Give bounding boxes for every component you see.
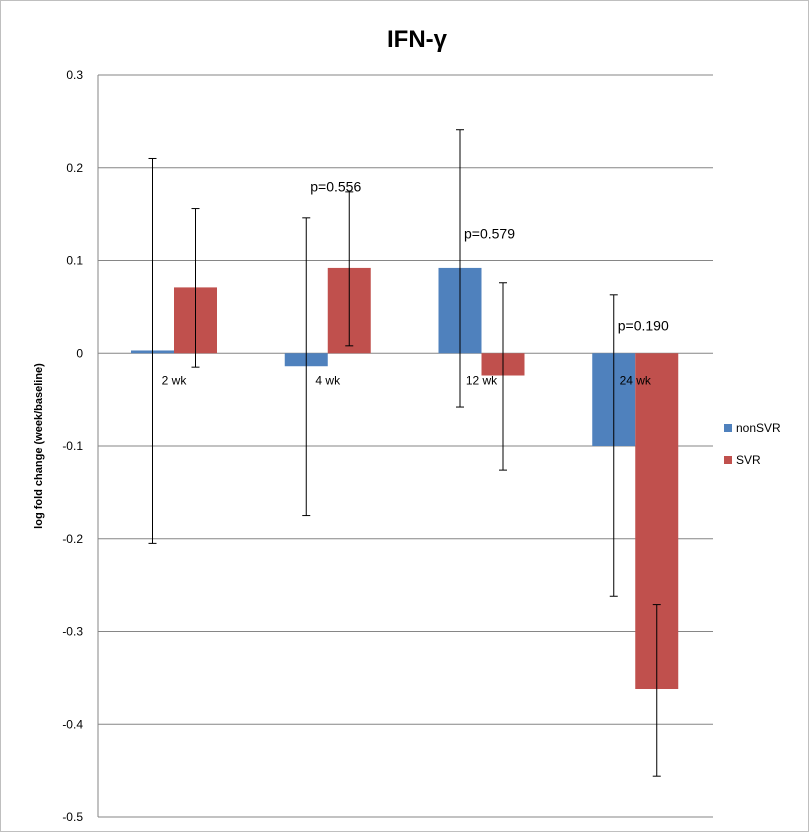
gridlines [97,74,713,818]
p-value-annotation: p=0.579 [464,226,515,242]
legend: nonSVR SVR [724,421,781,467]
y-tick-label: -0.1 [62,439,83,453]
y-tick-label: 0.2 [66,161,83,175]
y-tick-label: 0.1 [66,254,83,268]
x-category-label: 12 wk [466,373,498,387]
legend-label-nonSVR: nonSVR [736,421,781,435]
labels: 0.3 0.2 0.1 0 -0.1 -0.2 -0.3 -0.4 -0.5 2 wk 4 wk 12… [62,68,669,824]
legend-label-SVR: SVR [736,453,761,467]
y-tick-label: 0 [76,346,83,360]
y-tick-label: -0.5 [62,810,83,824]
chart-title: IFN-γ [387,26,448,53]
y-axis-label: log fold change (week/baseline) [33,363,45,529]
p-value-annotation: p=0.190 [618,317,669,333]
y-tick-label: 0.3 [66,68,83,82]
y-tick-label: -0.3 [62,625,83,639]
x-category-label: 24 wk [620,373,652,387]
y-tick-label: -0.2 [62,532,83,546]
x-category-label: 4 wk [315,373,341,387]
legend-swatch-nonSVR [724,424,732,432]
error-bars [148,129,661,777]
legend-swatch-SVR [724,456,732,464]
y-tick-label: -0.4 [62,717,83,731]
bars [131,267,679,690]
p-value-annotation: p=0.556 [310,178,361,194]
x-category-label: 2 wk [162,373,188,387]
